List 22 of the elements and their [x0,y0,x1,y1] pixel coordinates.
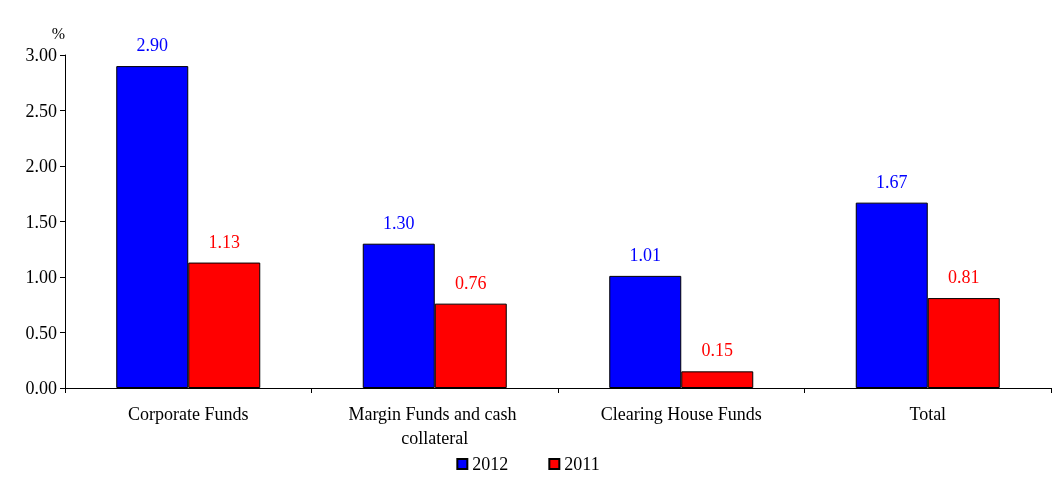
data-label: 0.81 [948,267,980,288]
legend-label: 2011 [564,454,600,474]
y-tick-label: 3.00 [25,45,57,65]
y-tick-label: 1.50 [25,211,57,232]
x-tick-label: Margin Funds and cash collateral [348,404,522,448]
y-tick-label: 1.00 [25,267,57,287]
data-label: 1.13 [208,231,240,252]
legend-label: 2012 [472,454,509,474]
y-tick-label: 2.00 [25,156,57,176]
data-label: 1.67 [876,171,908,192]
x-tick-label: Clearing House Funds [600,404,762,424]
data-label: 1.01 [629,244,661,265]
y-tick-label: 0.00 [25,378,57,398]
data-label: 0.76 [455,272,487,293]
data-label: 0.15 [701,340,733,361]
x-tick-label: Total [909,404,947,424]
data-label: 1.30 [383,212,415,233]
x-tick-label: Corporate Funds [128,404,249,424]
y-axis-title: % [51,24,65,42]
y-tick-label: 0.50 [25,322,57,343]
data-label: 2.90 [136,35,168,56]
y-tick-label: 2.50 [25,100,57,121]
